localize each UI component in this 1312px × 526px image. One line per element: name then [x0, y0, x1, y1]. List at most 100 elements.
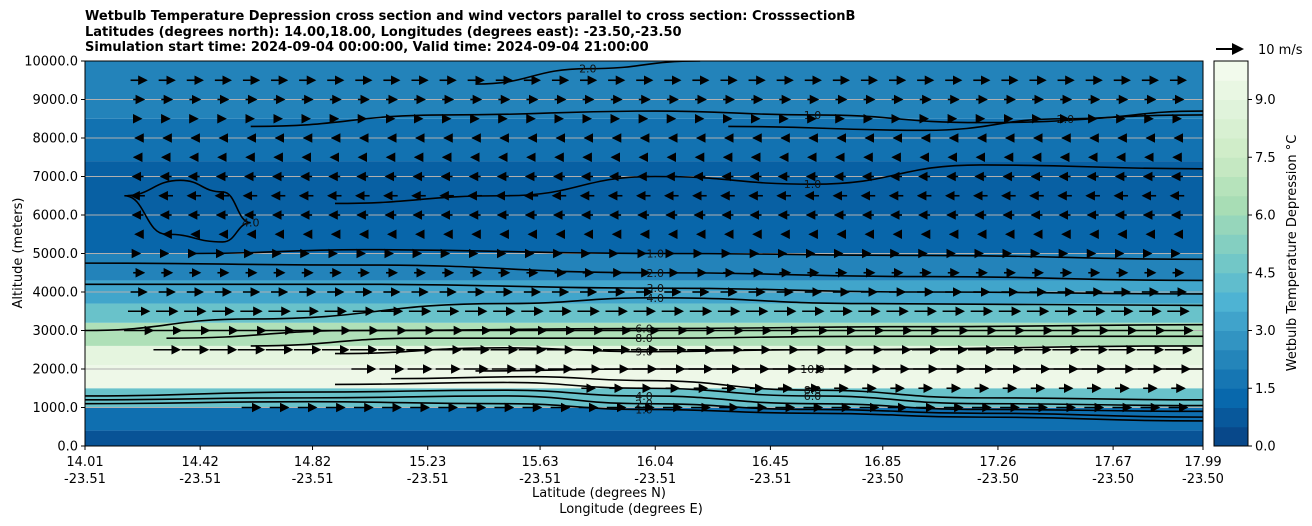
contour-line-10	[85, 283, 1203, 295]
x-tick-lat-4: 15.63	[521, 455, 558, 470]
title-line-2: Latitudes (degrees north): 14.00,18.00, …	[85, 24, 682, 40]
contour-line-2	[85, 389, 1203, 413]
contour-line-9	[85, 296, 1203, 332]
contour-line-11	[85, 262, 1203, 282]
y-axis-label: Altitude (meters)	[11, 198, 26, 309]
y-tick-label-5: 5000.0	[33, 247, 79, 262]
colorbar-segment-2	[1214, 388, 1248, 408]
field-band-1	[85, 407, 1203, 431]
x-axis-label-longitude: Longitude (degrees E)	[559, 502, 703, 517]
colorbar-segment-1	[1214, 407, 1248, 428]
y-tick-label-9: 9000.0	[33, 93, 79, 108]
colorbar-tick-label-5: 7.5	[1255, 151, 1276, 166]
x-tick-lat-9: 17.67	[1095, 455, 1132, 470]
x-tick-lon-9: -23.50	[1092, 472, 1134, 487]
colorbar-segment-12	[1214, 195, 1248, 216]
x-tick-lat-2: 14.82	[294, 455, 331, 470]
contour-label-8: 6.0	[635, 323, 653, 336]
y-tick-label-6: 6000.0	[33, 209, 79, 224]
field-band-8	[85, 253, 1203, 281]
colorbar-segment-13	[1214, 176, 1248, 197]
x-tick-lon-2: -23.51	[292, 472, 334, 487]
field-band-0	[85, 430, 1203, 446]
colorbar-tick-label-2: 3.0	[1255, 324, 1276, 339]
y-tick-label-2: 2000.0	[33, 363, 79, 378]
contour-label-3: 6.0	[804, 390, 822, 403]
x-tick-lon-5: -23.51	[634, 472, 676, 487]
colorbar-tick-label-6: 9.0	[1255, 93, 1276, 108]
x-tick-lon-4: -23.51	[519, 472, 561, 487]
chart-title: Wetbulb Temperature Depression cross sec…	[85, 9, 855, 56]
x-tick-lat-1: 14.42	[182, 455, 219, 470]
contour-line-1	[85, 395, 1203, 418]
contour-label-7: 8.0	[635, 332, 653, 345]
x-tick-lat-5: 16.04	[637, 455, 674, 470]
contour-label-2: 4.0	[635, 390, 653, 403]
colorbar-segment-18	[1214, 80, 1248, 100]
contour-label-13: 4.0	[242, 217, 260, 230]
contour-label-12: 1.0	[646, 248, 664, 261]
colorbar-segment-9	[1214, 253, 1248, 274]
field-band-12	[85, 61, 1203, 119]
contour-line-8	[166, 323, 1203, 339]
x-tick-lat-6: 16.45	[752, 455, 789, 470]
y-tick-label-7: 7000.0	[33, 170, 79, 185]
colorbar-segment-10	[1214, 234, 1248, 254]
y-tick-label-3: 3000.0	[33, 324, 79, 339]
y-tick-label-4: 4000.0	[33, 286, 79, 301]
colorbar-segment-0	[1214, 426, 1248, 447]
colorbar-segment-19	[1214, 61, 1248, 81]
colorbar-tick-label-3: 4.5	[1255, 266, 1276, 281]
field-band-11	[85, 118, 1203, 162]
colorbar-segment-8	[1214, 272, 1248, 293]
x-axis-ticks: 14.01 -23.51 14.42 -23.51 14.82 -23.51 15.23 -2…	[64, 446, 1224, 487]
x-tick-lon-6: -23.51	[749, 472, 791, 487]
x-tick-lon-1: -23.51	[179, 472, 221, 487]
colorbar-segment-11	[1214, 215, 1248, 235]
contour-label-10: 3.0	[646, 282, 664, 295]
contour-label-14: 1.0	[804, 178, 822, 191]
contour-line-0	[85, 400, 1203, 422]
x-tick-lat-0: 14.01	[66, 455, 103, 470]
y-tick-label-0: 0.0	[57, 440, 78, 455]
y-tick-label-8: 8000.0	[33, 132, 79, 147]
y-axis-ticks: 0.0 1000.0 2000.0 3000.0 4000.0 5000.0 6000.0 7…	[24, 55, 85, 455]
field-band-6	[85, 303, 1203, 323]
colorbar-segment-17	[1214, 99, 1248, 120]
x-tick-lon-10: -23.50	[1182, 472, 1224, 487]
colorbar-segment-14	[1214, 157, 1248, 177]
contour-label-15: 1.0	[804, 109, 822, 122]
contour-line-7	[250, 335, 1203, 347]
x-tick-lat-8: 17.26	[979, 455, 1016, 470]
colorbar-segment-4	[1214, 349, 1248, 370]
contour-line-12	[194, 248, 1203, 261]
x-tick-lon-8: -23.50	[977, 472, 1019, 487]
x-tick-lat-10: 17.99	[1184, 455, 1221, 470]
y-tick-label-10: 10000.0	[24, 55, 78, 70]
quiver-key-label: 10 m/s	[1258, 43, 1303, 58]
x-tick-lon-7: -23.50	[862, 472, 904, 487]
colorbar: 0.0 1.5 3.0 4.5 6.0 7.5 9.0	[1213, 60, 1276, 455]
title-line-3: Simulation start time: 2024-09-04 00:00:…	[85, 40, 649, 55]
contour-line-16	[728, 110, 1203, 132]
x-tick-lat-3: 15.23	[409, 455, 446, 470]
field-band-4	[85, 345, 1203, 366]
x-tick-lon-0: -23.51	[64, 472, 106, 487]
colorbar-segment-6	[1214, 311, 1248, 331]
contour-label-4: 8.0	[804, 384, 822, 397]
contour-label-6: 9.0	[635, 346, 653, 359]
colorbar-segment-15	[1214, 138, 1248, 158]
wind-vectors	[124, 75, 1194, 413]
contour-label-11: 2.0	[646, 267, 664, 280]
title-line-1: Wetbulb Temperature Depression cross sec…	[85, 9, 856, 24]
colorbar-tick-label-4: 6.0	[1255, 209, 1276, 224]
y-tick-label-1: 1000.0	[33, 401, 79, 416]
field-band-10	[85, 161, 1203, 215]
colorbar-tick-label-1: 1.5	[1255, 382, 1276, 397]
colorbar-frame	[1213, 60, 1249, 447]
colorbar-segment-5	[1214, 330, 1248, 351]
contour-label-17: 2.0	[579, 63, 597, 76]
x-tick-lon-3: -23.51	[407, 472, 449, 487]
field-band-3	[85, 365, 1203, 389]
